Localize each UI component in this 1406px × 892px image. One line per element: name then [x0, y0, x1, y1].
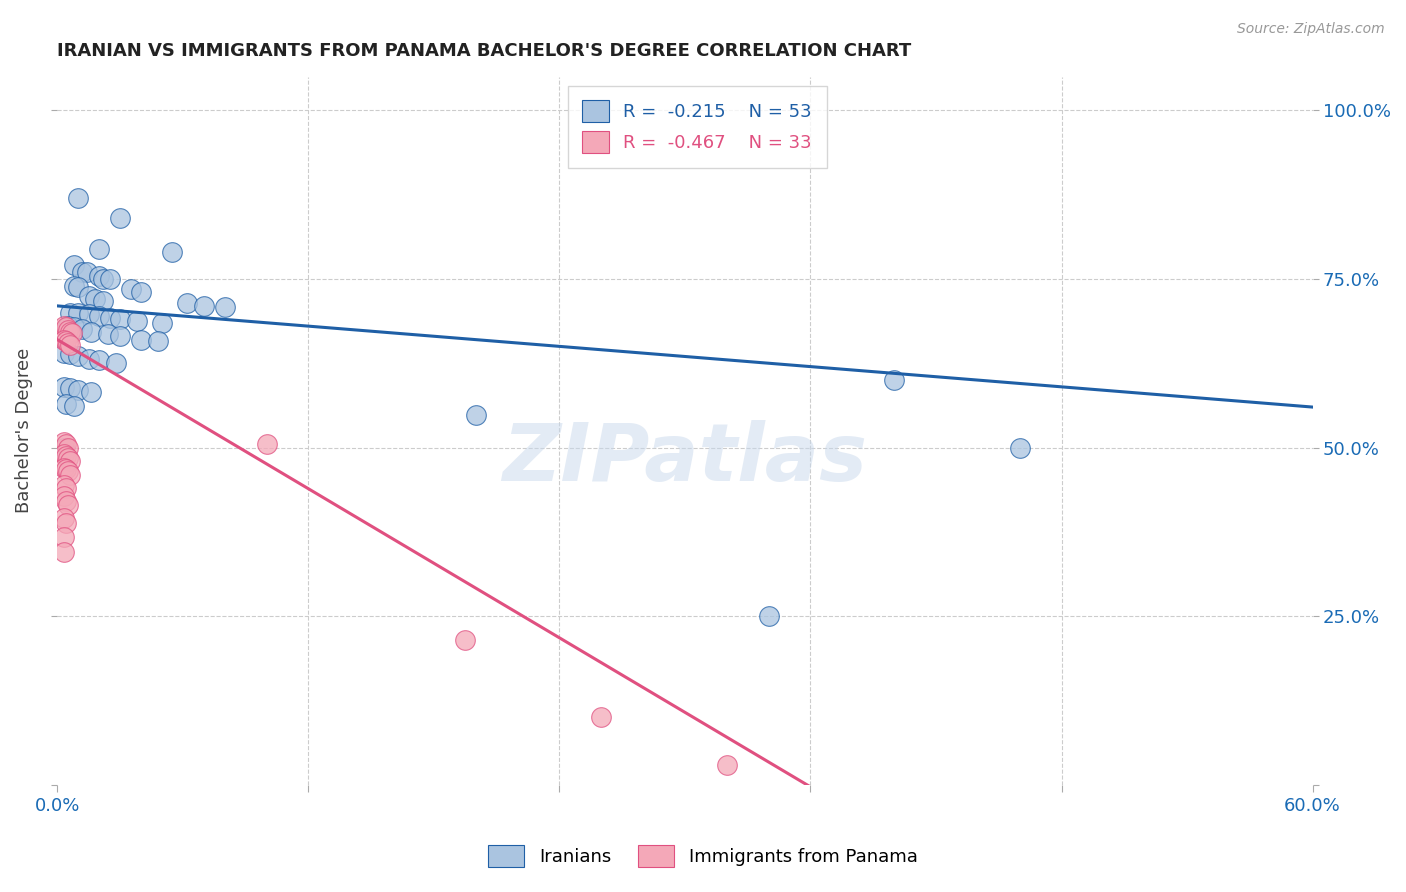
Point: [52, 333, 75, 347]
Text: Source: ZipAtlas.com: Source: ZipAtlas.com: [1237, 22, 1385, 37]
Point: [176, 295, 198, 310]
Point: [67, 306, 90, 320]
Point: [758, 609, 780, 624]
Point: [883, 373, 905, 387]
Point: [77, 289, 100, 303]
Point: [67, 191, 90, 205]
Point: [52, 447, 75, 461]
Point: [55, 449, 77, 463]
Point: [96, 327, 118, 342]
Point: [80, 385, 103, 400]
Point: [108, 211, 131, 226]
Point: [55, 320, 77, 334]
Point: [67, 383, 90, 397]
Point: [59, 347, 82, 361]
Point: [63, 399, 86, 413]
Point: [60, 326, 83, 340]
Point: [52, 319, 75, 334]
Point: [59, 381, 82, 395]
Point: [63, 259, 86, 273]
Point: [1008, 441, 1031, 455]
Point: [52, 441, 75, 455]
Point: [72, 265, 94, 279]
Point: [55, 494, 77, 508]
Point: [56, 498, 79, 512]
Point: [89, 242, 111, 256]
Point: [80, 325, 103, 339]
Point: [56, 336, 79, 351]
Point: [464, 408, 486, 422]
Point: [56, 319, 79, 334]
Point: [52, 530, 75, 544]
Point: [129, 285, 152, 300]
Point: [67, 350, 90, 364]
Point: [56, 322, 79, 336]
Legend: R =  -0.215    N = 53, R =  -0.467    N = 33: R = -0.215 N = 53, R = -0.467 N = 33: [568, 86, 827, 168]
Point: [52, 346, 75, 360]
Text: ZIPatlas: ZIPatlas: [502, 420, 868, 498]
Point: [72, 322, 94, 336]
Point: [77, 351, 100, 366]
Text: IRANIAN VS IMMIGRANTS FROM PANAMA BACHELOR'S DEGREE CORRELATION CHART: IRANIAN VS IMMIGRANTS FROM PANAMA BACHEL…: [58, 42, 911, 60]
Point: [59, 454, 82, 468]
Point: [56, 464, 79, 478]
Point: [55, 437, 77, 451]
Point: [591, 710, 613, 724]
Point: [98, 311, 121, 326]
Point: [150, 316, 173, 330]
Point: [63, 278, 86, 293]
Point: [104, 356, 127, 370]
Point: [55, 462, 77, 476]
Point: [89, 268, 111, 283]
Point: [108, 312, 131, 326]
Point: [98, 272, 121, 286]
Point: [89, 352, 111, 367]
Point: [454, 632, 477, 647]
Point: [52, 460, 75, 475]
Point: [59, 467, 82, 482]
Point: [108, 329, 131, 343]
Point: [52, 380, 75, 394]
Point: [55, 397, 77, 411]
Point: [120, 282, 142, 296]
Point: [59, 338, 82, 352]
Point: [91, 272, 114, 286]
Point: [716, 757, 738, 772]
Point: [146, 334, 169, 348]
Point: [52, 511, 75, 525]
Point: [77, 307, 100, 321]
Point: [256, 437, 278, 451]
Point: [59, 306, 82, 320]
Point: [67, 280, 90, 294]
Point: [162, 244, 184, 259]
Point: [193, 299, 215, 313]
Point: [91, 293, 114, 308]
Point: [76, 265, 98, 279]
Point: [214, 300, 236, 314]
Point: [125, 314, 148, 328]
Point: [129, 333, 152, 347]
Point: [55, 516, 77, 530]
Legend: Iranians, Immigrants from Panama: Iranians, Immigrants from Panama: [481, 838, 925, 874]
Point: [52, 477, 75, 491]
Point: [52, 435, 75, 450]
Point: [84, 292, 107, 306]
Point: [63, 320, 86, 334]
Point: [56, 450, 79, 465]
Point: [55, 481, 77, 495]
Y-axis label: Bachelor's Degree: Bachelor's Degree: [15, 348, 32, 513]
Point: [56, 441, 79, 455]
Point: [52, 545, 75, 559]
Point: [89, 309, 111, 323]
Point: [59, 325, 82, 339]
Point: [52, 489, 75, 503]
Point: [55, 334, 77, 348]
